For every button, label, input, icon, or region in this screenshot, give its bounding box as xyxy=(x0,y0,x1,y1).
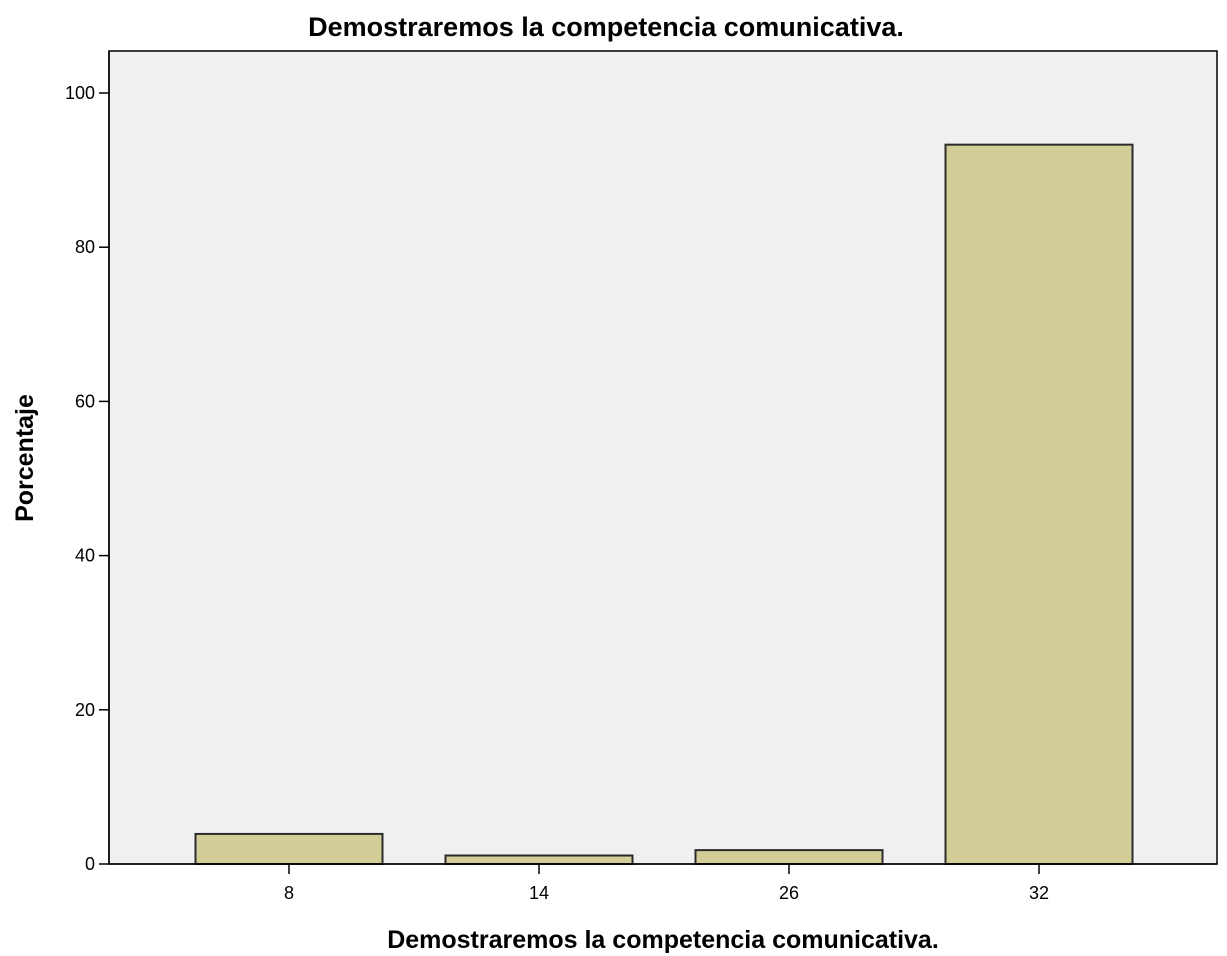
y-tick-label: 40 xyxy=(75,546,95,566)
chart-title: Demostraremos la competencia comunicativ… xyxy=(308,12,904,42)
bar-8 xyxy=(194,832,384,866)
bars xyxy=(194,143,1134,866)
y-tick-label: 60 xyxy=(75,391,95,411)
x-tick-label: 26 xyxy=(779,883,799,903)
x-axis-ticks: 8 14 26 32 xyxy=(284,864,1049,903)
y-tick-label: 0 xyxy=(85,854,95,874)
x-axis-label: Demostraremos la competencia comunicativ… xyxy=(387,926,939,954)
bar-26 xyxy=(694,849,884,866)
x-tick-label: 32 xyxy=(1029,883,1049,903)
bar-32 xyxy=(944,143,1134,866)
y-tick-label: 100 xyxy=(65,83,95,103)
x-tick-label: 14 xyxy=(529,883,549,903)
y-axis-label: Porcentaje xyxy=(11,394,39,522)
bar-14 xyxy=(444,854,634,865)
y-tick-label: 20 xyxy=(75,700,95,720)
y-axis-ticks: 0 20 40 60 80 100 xyxy=(65,83,109,874)
x-tick-label: 8 xyxy=(284,883,294,903)
y-tick-label: 80 xyxy=(75,237,95,257)
